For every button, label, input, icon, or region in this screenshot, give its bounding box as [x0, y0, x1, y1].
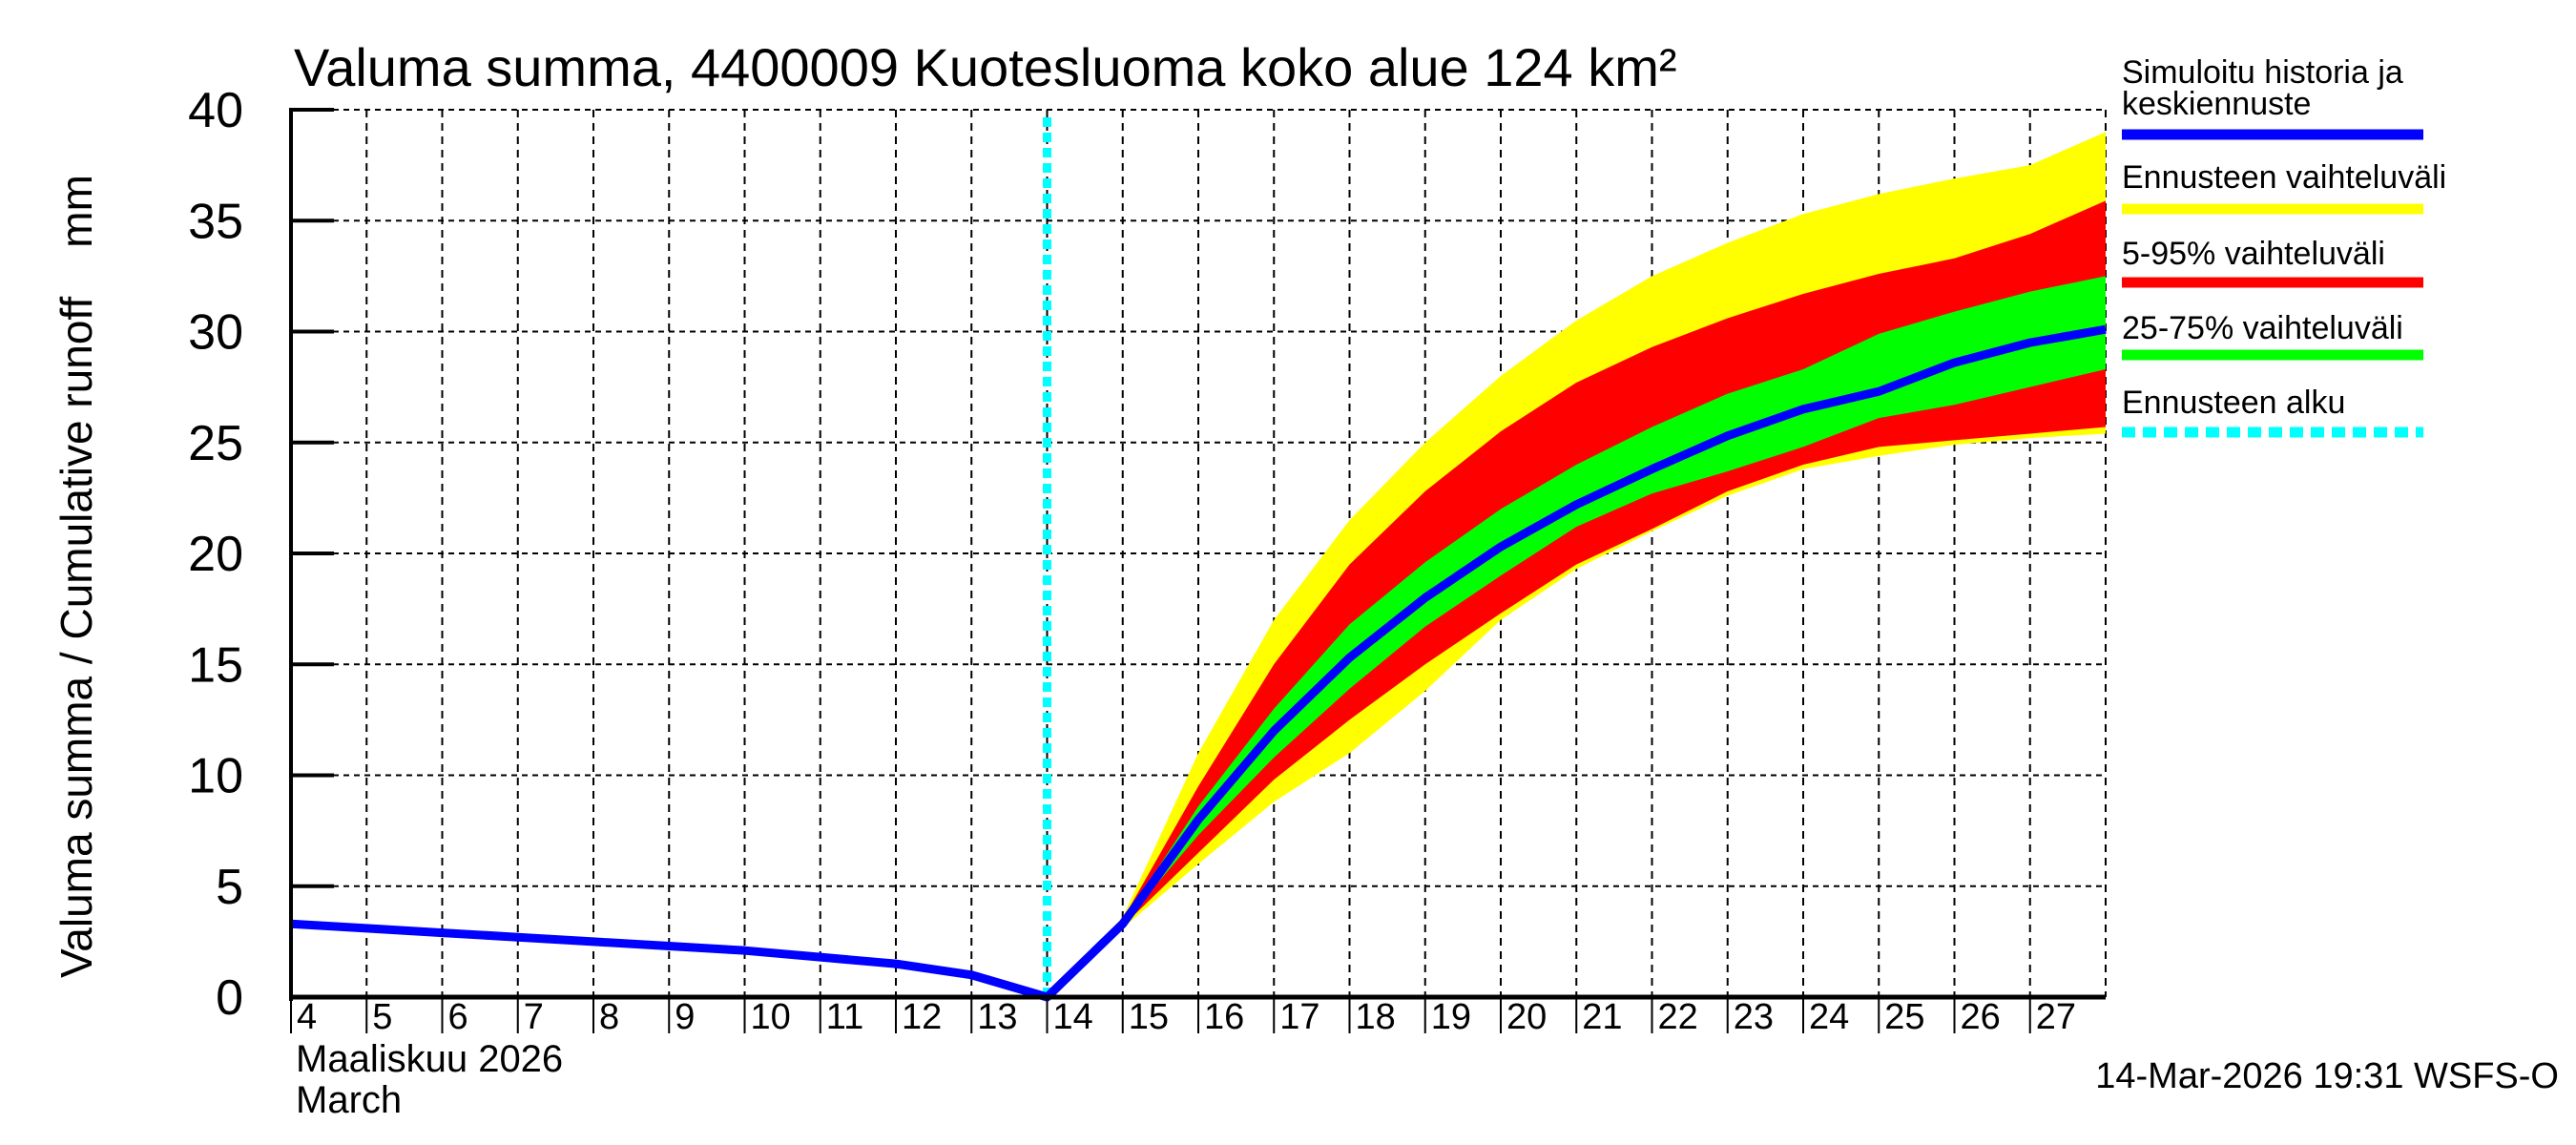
- y-tick-label: 0: [216, 970, 243, 1026]
- y-tick-label: 30: [188, 305, 243, 361]
- x-tick-label: 26: [1961, 997, 2001, 1037]
- x-tick-label: 4: [297, 997, 317, 1037]
- x-tick-label: 7: [524, 997, 544, 1037]
- x-tick-label: 9: [675, 997, 695, 1037]
- y-tick-label: 5: [216, 860, 243, 915]
- x-tick-label: 18: [1356, 997, 1396, 1037]
- x-tick-label: 13: [977, 997, 1017, 1037]
- series-lines: [290, 117, 2107, 1002]
- y-tick-label: 20: [188, 527, 243, 582]
- x-tick-label: 20: [1506, 997, 1547, 1037]
- x-tick-label: 12: [902, 997, 942, 1037]
- x-tick-label: 6: [448, 997, 468, 1037]
- chart-title: Valuma summa, 4400009 Kuotesluoma koko a…: [294, 37, 1677, 97]
- x-tick-label: 15: [1129, 997, 1169, 1037]
- y-tick-label: 15: [188, 637, 243, 693]
- x-tick-label: 14: [1053, 997, 1093, 1037]
- y-tick-label: 25: [188, 416, 243, 471]
- x-tick-label: 22: [1658, 997, 1698, 1037]
- x-tick-label: 10: [751, 997, 791, 1037]
- y-tick-label: 35: [188, 194, 243, 249]
- x-tick-label: 16: [1204, 997, 1244, 1037]
- x-tick-label: 24: [1809, 997, 1849, 1037]
- x-tick-label: 17: [1279, 997, 1319, 1037]
- x-tick-label: 5: [372, 997, 392, 1037]
- x-axis-month-en: March: [296, 1079, 402, 1121]
- y-axis-label: Valuma summa / Cumulative runoff mm: [52, 175, 101, 978]
- x-axis-month-fi: Maaliskuu 2026: [296, 1038, 563, 1080]
- x-tick-label: 25: [1884, 997, 1924, 1037]
- x-tick-label: 21: [1582, 997, 1622, 1037]
- legend-label: Ennusteen vaihteluväli: [2122, 159, 2446, 196]
- y-tick-label: 10: [188, 749, 243, 804]
- history-median-line: [290, 324, 2107, 1002]
- x-tick-label: 8: [599, 997, 619, 1037]
- y-tick-label: 40: [188, 83, 243, 138]
- x-tick-label: 27: [2036, 997, 2076, 1037]
- x-tick-label: 23: [1734, 997, 1774, 1037]
- footer-timestamp: 14-Mar-2026 19:31 WSFS-O: [2095, 1056, 2559, 1096]
- x-tick-label: 19: [1431, 997, 1471, 1037]
- legend-label: 25-75% vaihteluväli: [2122, 310, 2403, 346]
- legend-label: Ennusteen alku: [2122, 385, 2345, 421]
- x-tick-label: 11: [826, 997, 863, 1037]
- legend-label: keskiennuste: [2122, 86, 2311, 122]
- legend-label: 5-95% vaihteluväli: [2122, 236, 2385, 272]
- legend-label: Simuloitu historia ja: [2122, 54, 2403, 91]
